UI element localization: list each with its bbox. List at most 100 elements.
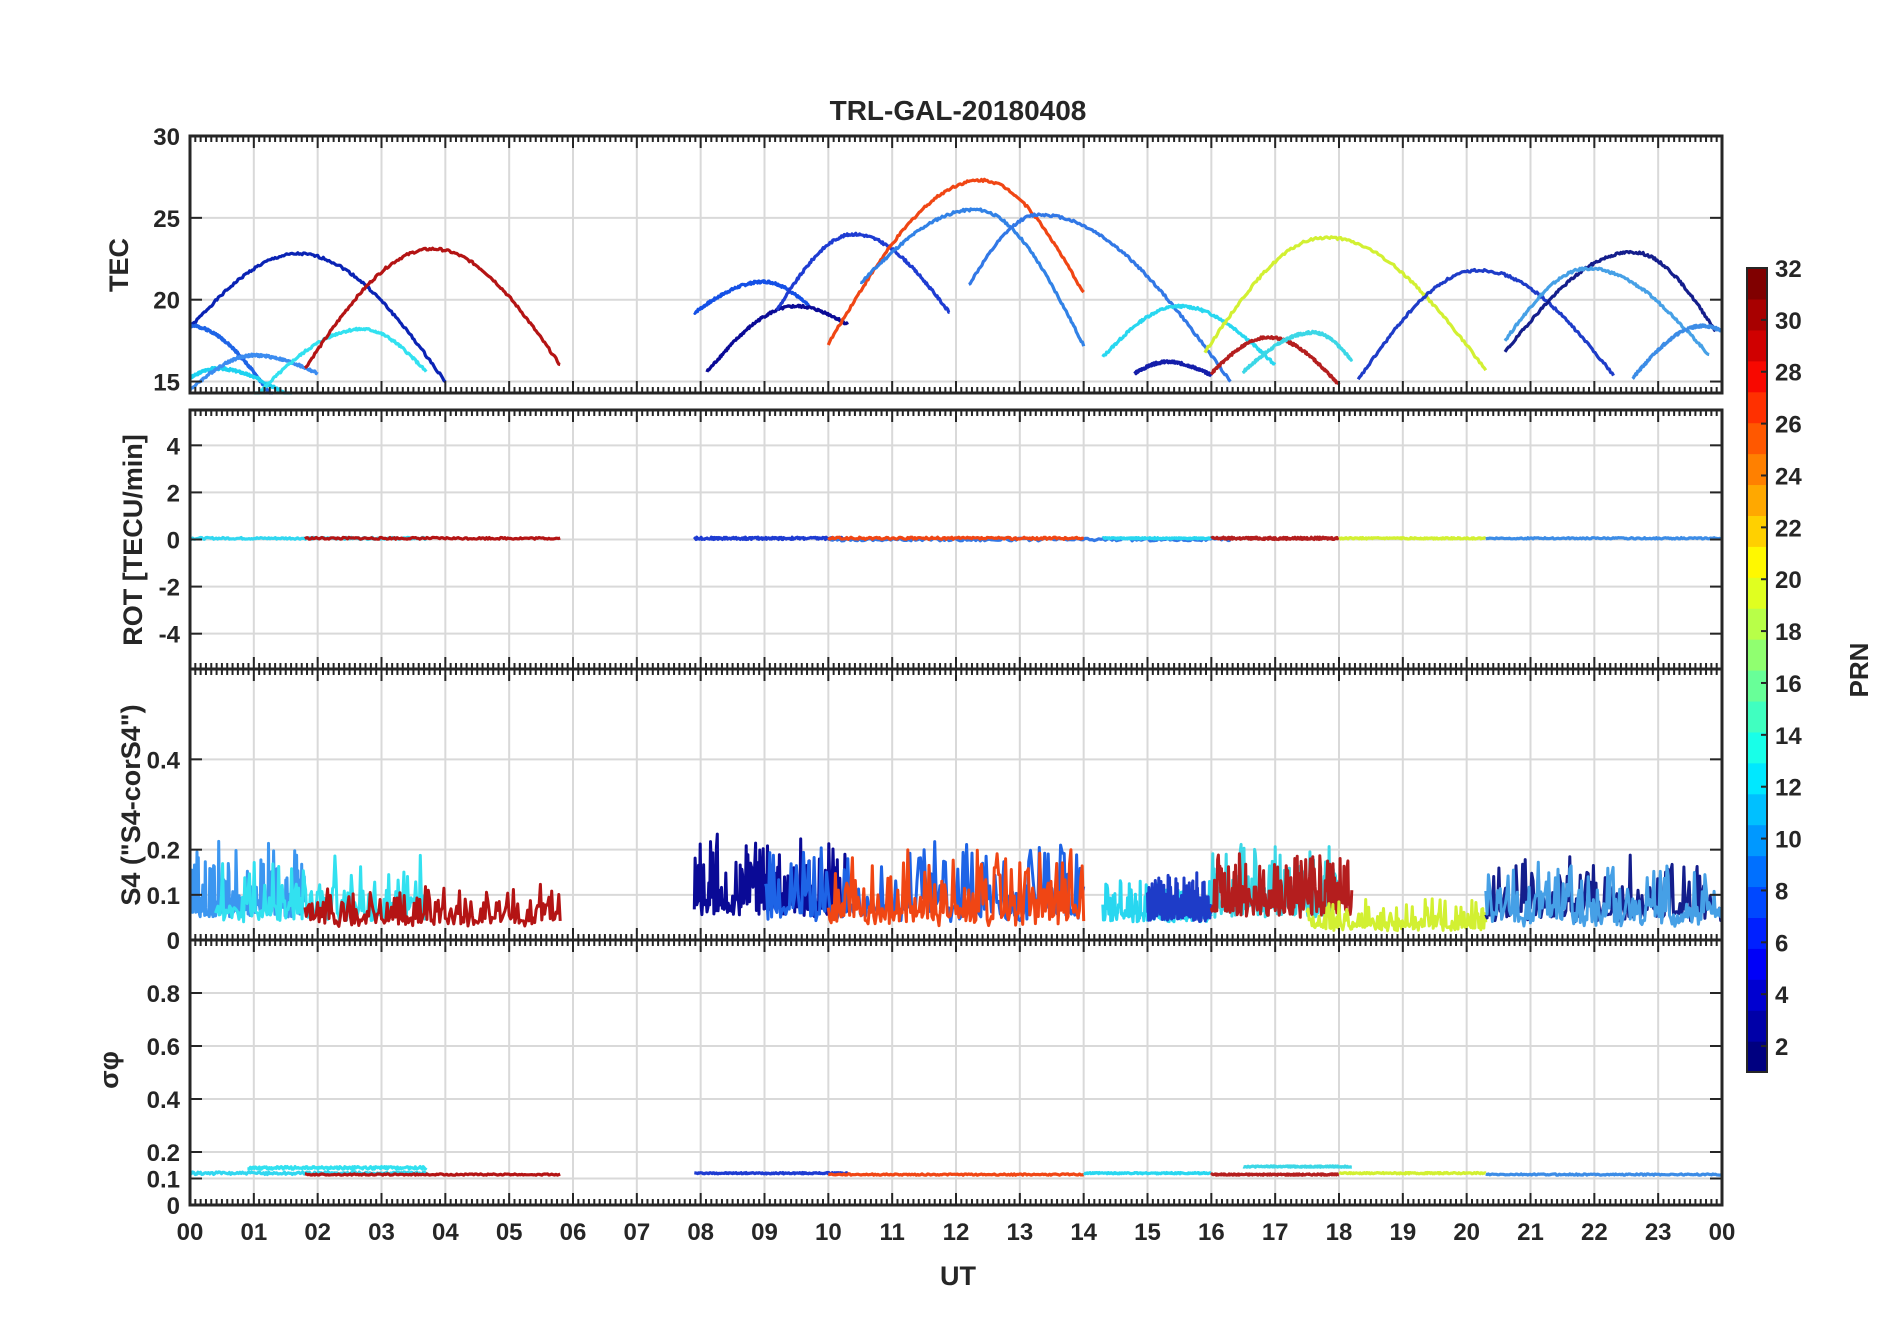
- series-rot-prn-8: [1485, 535, 1723, 541]
- colorbar-tick-label: 10: [1775, 827, 1802, 854]
- series-tec-prn-8: [188, 352, 319, 392]
- x-tick-label: 21: [1517, 1219, 1544, 1246]
- x-tick-label: 03: [368, 1219, 395, 1246]
- colorbar-segment: [1747, 329, 1767, 362]
- x-tick-label: 06: [560, 1219, 587, 1246]
- y-axis-label-tec: TEC: [104, 238, 134, 292]
- x-tick-label: 17: [1262, 1219, 1289, 1246]
- colorbar-tick-label: 32: [1775, 256, 1802, 283]
- y-tick-label: 20: [153, 288, 180, 315]
- x-tick-label: 09: [751, 1219, 778, 1246]
- series-tec-prn-12: [1241, 329, 1354, 374]
- series-s4-prn-9: [764, 840, 1086, 923]
- colorbar-segment: [1747, 1010, 1767, 1042]
- x-tick-label: 04: [432, 1219, 459, 1246]
- series-sigma-prn-30: [304, 1172, 561, 1177]
- colorbar-tick-label: 18: [1775, 619, 1802, 646]
- series-tec-prn-3: [705, 303, 849, 373]
- series-sigma-prn-30: [1209, 1172, 1340, 1177]
- series-tec-prn-2: [1503, 249, 1717, 353]
- y-axis-labels: TEC ROT [TECU/min] S4 ("S4-corS4") σφ: [94, 238, 148, 1089]
- colorbar-segment: [1747, 546, 1767, 578]
- x-tick-label: 18: [1326, 1219, 1353, 1246]
- series-sigma-prn-8: [1485, 1172, 1723, 1177]
- colorbar-segment: [1747, 298, 1767, 331]
- colorbar-segment: [1747, 948, 1767, 980]
- colorbar-segment: [1747, 577, 1767, 609]
- colorbar-tick-label: 4: [1775, 982, 1789, 1009]
- series-rot-prn-5: [693, 535, 849, 542]
- series-tec-prn-20: [1203, 235, 1488, 372]
- colorbar-segment: [1747, 608, 1767, 640]
- colorbar-tick-label: 30: [1775, 308, 1802, 335]
- colorbar-segment: [1747, 886, 1767, 918]
- y-tick-label: 0.1: [147, 883, 180, 910]
- x-tick-label: 07: [623, 1219, 650, 1246]
- y-axis-label-s4: S4 ("S4-corS4"): [116, 704, 146, 905]
- x-tick-label: 22: [1581, 1219, 1608, 1246]
- colorbar-tick-label: 16: [1775, 671, 1802, 698]
- colorbar-segment: [1747, 391, 1767, 424]
- series-sigma-prn-5: [693, 1170, 849, 1176]
- series-sigma-prn-12: [1242, 1164, 1353, 1169]
- y-tick-label: 0.8: [147, 981, 180, 1008]
- x-tick-label: 05: [496, 1219, 523, 1246]
- series-sigma-prn-26: [828, 1172, 1085, 1177]
- series-sigma-prn-12: [1082, 1170, 1213, 1176]
- x-tick-label: 00: [177, 1219, 204, 1246]
- colorbar-label: PRN: [1844, 643, 1874, 698]
- colorbar-segment: [1747, 762, 1767, 795]
- x-tick-label: 00: [1709, 1219, 1736, 1246]
- y-tick-label: 0.2: [147, 1140, 180, 1167]
- colorbar-segment: [1747, 855, 1767, 888]
- x-tick-label: 10: [815, 1219, 842, 1246]
- x-tick-label: 08: [687, 1219, 714, 1246]
- series-s4-prn-30: [303, 882, 562, 928]
- x-tick-label: 15: [1134, 1219, 1161, 1246]
- colorbar-segment: [1747, 793, 1767, 826]
- series-rot-prn-30: [304, 535, 561, 541]
- colorbar-tick-label: 6: [1775, 930, 1788, 957]
- series-layer: [188, 177, 1724, 1177]
- axes-layer: 15202530-4-202400.10.20.400.10.20.40.60.…: [147, 124, 1736, 1246]
- series-tec-prn-12: [1101, 303, 1277, 366]
- y-axis-label-sigma: σφ: [94, 1051, 124, 1089]
- x-tick-label: 11: [879, 1219, 904, 1246]
- colorbar-segment: [1747, 268, 1767, 300]
- y-tick-label: 0.4: [147, 1087, 181, 1114]
- colorbar-tick-label: 22: [1775, 515, 1802, 542]
- chart-title: TRL-GAL-20180408: [830, 95, 1087, 126]
- y-tick-label: 0.1: [147, 1167, 180, 1194]
- colorbar-segment: [1747, 731, 1767, 764]
- colorbar-tick-label: 8: [1775, 878, 1788, 905]
- series-s4-prn-10: [1484, 860, 1724, 928]
- y-tick-label: -2: [159, 575, 180, 602]
- series-rot-prn-12: [1101, 535, 1213, 541]
- y-tick-label: 4: [167, 433, 181, 460]
- colorbar-tick-label: 14: [1775, 723, 1802, 750]
- y-tick-label: 30: [153, 124, 180, 151]
- colorbar-segment: [1747, 360, 1767, 393]
- series-rot-prn-30: [1210, 535, 1341, 542]
- colorbar-segment: [1747, 484, 1767, 516]
- colorbar-segment: [1747, 700, 1767, 733]
- x-tick-label: 13: [1006, 1219, 1033, 1246]
- series-s4-prn-20: [1305, 897, 1488, 933]
- colorbar-segment: [1747, 670, 1767, 702]
- series-tec-prn-3: [1133, 359, 1213, 378]
- x-tick-label: 20: [1453, 1219, 1480, 1246]
- series-sigma-prn-20: [1338, 1170, 1487, 1176]
- series-tec-prn-9: [859, 207, 1086, 347]
- series-tec-prn-4: [189, 251, 447, 384]
- series-tec-prn-4: [1356, 267, 1615, 381]
- y-tick-label: -4: [159, 622, 181, 649]
- series-sigma-prn-13: [246, 1164, 428, 1171]
- series-rot-prn-26: [827, 535, 1084, 542]
- colorbar-segment: [1747, 422, 1767, 455]
- x-tick-label: 19: [1389, 1219, 1416, 1246]
- y-axis-label-rot: ROT [TECU/min]: [118, 434, 148, 645]
- colorbar-tick-label: 20: [1775, 567, 1802, 594]
- colorbar-segment: [1747, 1041, 1767, 1073]
- y-tick-label: 0.4: [147, 747, 181, 774]
- series-s4-prn-4: [1146, 871, 1213, 923]
